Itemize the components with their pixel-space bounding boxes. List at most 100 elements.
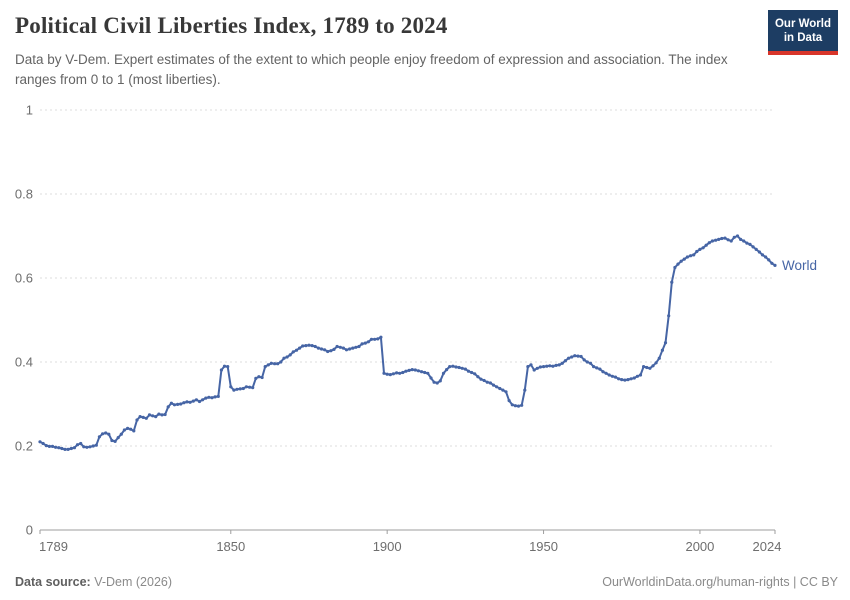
y-tick-label: 0 bbox=[26, 523, 33, 538]
data-point-marker bbox=[151, 414, 155, 418]
data-point-marker bbox=[598, 367, 602, 371]
data-point-marker bbox=[557, 363, 561, 367]
data-point-marker bbox=[357, 344, 361, 349]
data-point-marker bbox=[588, 361, 593, 365]
data-point-marker bbox=[344, 348, 349, 352]
owid-logo[interactable]: Our World in Data bbox=[768, 10, 838, 55]
data-point-marker bbox=[751, 245, 755, 249]
data-point-marker bbox=[573, 354, 577, 358]
data-point-marker bbox=[269, 361, 273, 365]
data-point-marker bbox=[213, 395, 217, 399]
data-point-marker bbox=[369, 337, 374, 341]
data-point-marker bbox=[310, 344, 314, 348]
data-point-marker bbox=[163, 412, 167, 417]
data-point-marker bbox=[476, 375, 480, 379]
data-point-marker bbox=[63, 447, 67, 451]
data-point-marker bbox=[57, 446, 61, 450]
data-point-marker bbox=[645, 365, 649, 370]
data-point-marker bbox=[695, 249, 699, 254]
data-point-marker bbox=[304, 344, 308, 348]
data-point-marker bbox=[742, 239, 746, 243]
data-point-marker bbox=[122, 428, 126, 432]
data-point-marker bbox=[391, 372, 395, 376]
data-point-marker bbox=[291, 350, 295, 354]
data-point-marker bbox=[191, 399, 195, 403]
data-point-marker bbox=[579, 354, 583, 359]
data-point-marker bbox=[319, 347, 324, 351]
data-point-marker bbox=[642, 365, 646, 369]
y-tick-label: 0.6 bbox=[15, 271, 33, 286]
data-point-marker bbox=[188, 400, 192, 404]
data-point-marker bbox=[701, 246, 705, 250]
data-point-marker bbox=[491, 383, 496, 387]
data-point-marker bbox=[273, 362, 277, 366]
data-point-marker bbox=[169, 401, 173, 405]
data-point-marker bbox=[307, 343, 311, 347]
data-point-marker bbox=[97, 435, 101, 439]
data-point-marker bbox=[470, 370, 474, 375]
data-point-marker bbox=[219, 368, 223, 372]
x-tick-label: 2024 bbox=[753, 539, 782, 554]
data-point-marker bbox=[685, 255, 690, 259]
data-point-marker bbox=[385, 372, 389, 376]
data-point-marker bbox=[510, 403, 514, 407]
data-point-marker bbox=[495, 385, 499, 389]
data-point-marker bbox=[545, 364, 549, 368]
data-point-marker bbox=[770, 261, 774, 265]
data-point-marker bbox=[441, 371, 446, 375]
data-point-marker bbox=[282, 356, 286, 360]
data-point-marker bbox=[739, 237, 743, 241]
data-point-marker bbox=[592, 365, 596, 369]
data-point-marker bbox=[729, 239, 733, 243]
x-tick-label: 2000 bbox=[685, 539, 714, 554]
data-point-marker bbox=[617, 377, 621, 381]
data-point-marker bbox=[582, 358, 586, 362]
data-point-marker bbox=[454, 365, 458, 369]
data-point-marker bbox=[107, 432, 111, 436]
data-point-marker bbox=[138, 415, 142, 419]
data-point-marker bbox=[75, 443, 80, 447]
data-point-marker bbox=[689, 254, 693, 258]
data-point-marker bbox=[767, 258, 771, 262]
x-tick-label: 1850 bbox=[216, 539, 245, 554]
data-point-marker bbox=[257, 375, 261, 379]
data-point-marker bbox=[704, 243, 708, 247]
data-point-marker bbox=[748, 242, 752, 246]
data-point-marker bbox=[222, 364, 227, 368]
data-point-marker bbox=[638, 373, 643, 377]
data-source-label: Data source: bbox=[15, 575, 91, 589]
data-point-marker bbox=[420, 370, 424, 374]
data-point-marker bbox=[316, 346, 320, 350]
data-point-marker bbox=[294, 348, 299, 352]
data-point-marker bbox=[679, 259, 683, 263]
data-point-marker bbox=[551, 364, 555, 368]
data-point-marker bbox=[670, 280, 674, 284]
data-point-marker bbox=[504, 390, 508, 394]
data-point-marker bbox=[47, 444, 52, 448]
data-point-marker bbox=[110, 438, 114, 443]
data-point-marker bbox=[732, 235, 736, 239]
data-point-marker bbox=[426, 371, 430, 375]
data-point-marker bbox=[54, 445, 58, 449]
data-point-marker bbox=[254, 376, 258, 380]
x-tick-label: 1950 bbox=[529, 539, 558, 554]
data-point-marker bbox=[332, 347, 336, 351]
data-point-marker bbox=[160, 413, 164, 417]
series-end-label[interactable]: World bbox=[782, 258, 817, 273]
data-point-marker bbox=[288, 353, 292, 357]
data-point-marker bbox=[388, 373, 392, 377]
data-point-marker bbox=[260, 375, 264, 380]
data-point-marker bbox=[285, 355, 289, 359]
chart-subtitle: Data by V-Dem. Expert estimates of the e… bbox=[15, 52, 728, 87]
data-point-marker bbox=[373, 337, 377, 341]
data-point-marker bbox=[298, 346, 302, 350]
data-source-value: V-Dem (2026) bbox=[90, 575, 173, 589]
data-point-marker bbox=[626, 378, 630, 382]
data-point-marker bbox=[132, 429, 136, 433]
license-link[interactable]: OurWorldinData.org/human-rights | CC BY bbox=[602, 575, 838, 589]
data-point-marker bbox=[244, 385, 248, 389]
data-point-marker bbox=[360, 342, 364, 346]
data-point-marker bbox=[485, 380, 489, 384]
data-point-marker bbox=[595, 366, 599, 370]
data-point-marker bbox=[523, 388, 527, 392]
